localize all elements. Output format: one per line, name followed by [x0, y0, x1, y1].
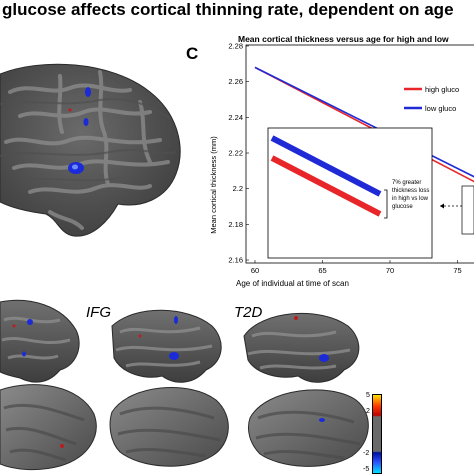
colorbar: 5 2 -2 -5: [360, 392, 382, 474]
y-tick-label: 2.18: [228, 220, 243, 229]
legend-label-high: high gluco: [425, 85, 459, 94]
colorbar-tick-5: 5: [366, 392, 370, 399]
x-tick-label: 65: [318, 266, 326, 275]
x-tick-label: 70: [386, 266, 394, 275]
y-tick-label: 2.24: [228, 113, 243, 122]
brain-lateral-large: [0, 63, 181, 237]
colorbar-tick-2: 2: [366, 408, 370, 415]
x-tick-label: 75: [453, 266, 461, 275]
inset-annotation: 7% greater thickness loss in high vs low…: [392, 180, 431, 210]
x-tick-label: 60: [251, 266, 259, 275]
y-axis-label: Mean cortical thickness (mm): [209, 136, 218, 234]
brain-pair-1: [0, 299, 97, 471]
chart-title: Mean cortical thickness versus age for h…: [238, 34, 449, 44]
brain-row: [0, 299, 369, 471]
zoom-region-box: [461, 185, 474, 235]
y-tick-label: 2.28: [228, 42, 243, 51]
y-tick-label: 2.22: [228, 149, 243, 158]
label-t2d: T2D: [234, 304, 263, 321]
colorbar-tick-minus5: -5: [363, 466, 370, 473]
legend-label-low: low gluco: [425, 104, 456, 113]
label-ifg: IFG: [86, 304, 111, 321]
colorbar-gradient: [372, 394, 382, 474]
y-tick-label: 2.26: [228, 77, 243, 86]
brain-pair-ifg: [109, 309, 229, 467]
brain-pair-t2d: [243, 312, 369, 467]
inset-line-low: [270, 135, 382, 197]
x-axis-label: Age of individual at time of scan: [236, 279, 349, 288]
colorbar-tick-minus2: -2: [363, 450, 370, 457]
y-tick-label: 2.16: [228, 256, 243, 265]
inset-pointer-arrow: [440, 203, 444, 209]
inset-bracket: [384, 189, 388, 219]
figure-title: glucose affects cortical thinning rate, …: [2, 0, 454, 19]
panel-label: C: [186, 44, 199, 63]
y-tick-label: 2.2: [233, 184, 243, 193]
inset-line-high: [270, 155, 382, 217]
